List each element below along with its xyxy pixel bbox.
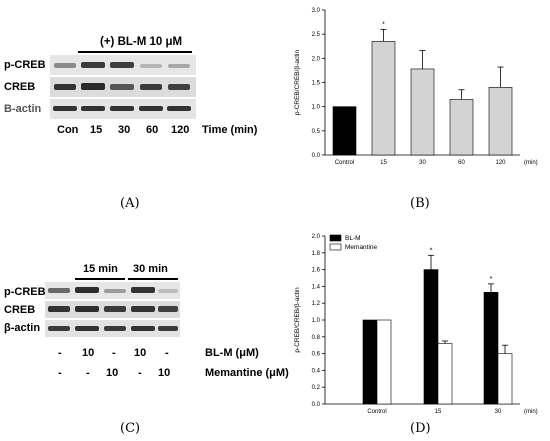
blot-c-mem-value: - [86,367,90,379]
y-tick-label: 1.0 [312,318,321,324]
panel-label-c: (C) [120,421,141,436]
blot-c-mem-label: Memantine (μM) [205,367,289,379]
blot-a-treatment: (+) BL-M 10 μM [100,36,183,48]
bar [371,41,396,156]
bar [362,319,378,405]
blot-c-row-label: CREB [4,304,36,316]
bar [483,291,499,405]
blot-c-time-line [128,278,178,280]
bar [449,99,474,156]
panel-label-d: (D) [410,421,431,436]
chart-d: 0.0 0.2 0.4 0.6 0.8 1.0 1.2 1.4 1.6 1.8 2.0 p-CREB/… [294,234,538,415]
significance-marker: * [382,21,385,28]
y-tick-label: 0.2 [312,385,321,391]
bar [497,353,513,405]
blot-c-time-line [75,278,125,280]
blot-c-time-group: 15 min [83,263,118,275]
y-tick-label: 2.5 [312,32,321,38]
y-tick-label: 0.8 [312,335,321,341]
chart-b: 0.0 0.5 1.0 1.5 2.0 2.5 3.0 p-CREB/CREB/β-actin… [294,8,538,166]
x-axis-unit: (min) [524,160,538,166]
blot-a-lane-label: 15 [90,124,103,136]
blot-a-lane-unit: Time (min) [202,124,258,136]
y-tick-label: 0.0 [312,153,321,159]
x-tick-label: Control [335,160,354,166]
y-tick-label: 1.8 [312,251,321,257]
y-tick-label: 2.0 [312,234,321,240]
bar [376,319,392,405]
blot-c-mem-value: 10 [106,367,119,379]
y-tick-label: 1.6 [312,268,321,274]
blot-a-lane-label: 60 [146,124,159,136]
blot-c-blm-value: - [165,347,169,359]
blot-c-blm-value: - [58,347,62,359]
y-tick-label: 1.2 [312,301,321,307]
y-axis-label: p-CREB/CREB/β-actin [294,287,301,353]
x-tick-label: 30 [495,409,502,415]
bar [423,269,439,405]
y-tick-label: 0.5 [312,129,321,135]
blot-a-row-label: CREB [4,81,36,93]
y-tick-label: 2.0 [312,56,321,62]
blot-c-mem-value: - [58,367,62,379]
x-tick-label: 30 [419,160,426,166]
bar [332,106,357,156]
significance-marker: * [490,276,493,283]
blot-a-row-label: Β-actin [4,103,42,115]
blot-a-treatment-line [78,51,192,53]
blot-c-blm-value: 10 [82,347,95,359]
y-tick-label: 1.5 [312,81,321,87]
y-axis-label: p-CREB/CREB/β-actin [294,50,301,116]
legend-label: BL-M [345,235,361,242]
legend-swatch [329,243,342,251]
bar [410,68,435,156]
blot-a-row-label: p-CREB [4,59,46,71]
blot-a-image [50,55,196,119]
x-tick-label: Control [367,409,386,415]
blot-c-row-label: p-CREB [4,286,46,298]
y-tick-label: 0.6 [312,352,321,358]
x-tick-label: 15 [380,160,387,166]
bar [488,87,513,156]
significance-marker: * [430,247,433,254]
blot-c-image [45,282,180,337]
blot-c-blm-value: 10 [134,347,147,359]
blot-c-row-label: β-actin [4,322,41,334]
y-tick-label: 1.4 [312,284,321,290]
blot-c-mem-value: - [138,367,142,379]
x-tick-label: 60 [458,160,465,166]
blot-c-time-group: 30 min [133,263,168,275]
panel-label-a: (A) [120,196,140,211]
blot-c-blm-label: BL-M (μM) [205,347,259,359]
legend-swatch [329,234,342,242]
y-tick-label: 1.0 [312,105,321,111]
blot-c-blm-value: - [112,347,116,359]
blot-a-lane-label: Con [57,124,79,136]
y-tick-label: 0.0 [312,402,321,408]
x-axis-unit: (min) [524,409,538,415]
blot-a-lane-label: 30 [118,124,131,136]
x-tick-label: 120 [495,160,506,166]
legend-label: Memantine [345,244,378,251]
panel-label-b: (B) [410,196,430,211]
blot-c-mem-value: 10 [158,367,171,379]
x-tick-label: 15 [435,409,442,415]
y-tick-label: 0.4 [312,368,321,374]
blot-a-lane-label: 120 [171,124,190,136]
y-tick-label: 3.0 [312,8,321,14]
bar [437,343,453,405]
